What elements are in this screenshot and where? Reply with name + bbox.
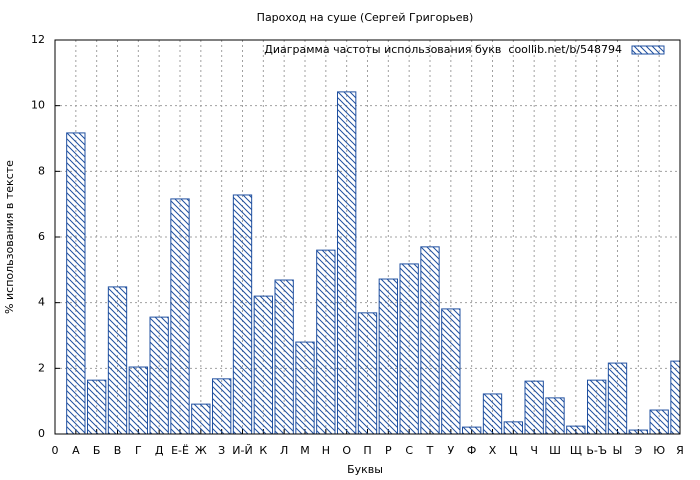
y-tick-label: 2 <box>38 361 45 374</box>
bar <box>295 341 315 434</box>
x-tick-label: В <box>114 444 122 457</box>
y-tick-label: 12 <box>31 33 45 46</box>
x-tick-label: С <box>405 444 413 457</box>
bar <box>232 194 253 434</box>
x-tick-label: З <box>218 444 225 457</box>
bar <box>441 308 461 434</box>
y-tick-label: 10 <box>31 99 45 112</box>
legend-swatch <box>631 45 665 55</box>
bar <box>649 409 669 434</box>
x-tick-label: Н <box>322 444 330 457</box>
x-tick-label: К <box>259 444 267 457</box>
x-tick-label: Ь-Ъ <box>586 444 607 457</box>
chart-title: Пароход на суше (Сергей Григорьев) <box>257 11 474 24</box>
y-tick-label: 4 <box>38 296 45 309</box>
bar <box>191 403 211 434</box>
x-tick-label: Ы <box>613 444 623 457</box>
bar <box>128 366 149 434</box>
bar <box>253 295 274 434</box>
x-tick-label: Ж <box>195 444 207 457</box>
x-tick-label: Ш <box>549 444 561 457</box>
legend-label: Диаграмма частоты использования букв coo… <box>264 43 622 56</box>
bar <box>420 246 440 434</box>
x-tick-label: А <box>72 444 80 457</box>
bar <box>482 393 503 434</box>
bar <box>399 263 419 434</box>
bar <box>107 286 128 434</box>
bar <box>316 249 336 434</box>
bar <box>545 397 565 434</box>
bar <box>337 91 357 434</box>
bar <box>66 132 86 434</box>
x-tick-label: 0 <box>52 444 59 457</box>
bar <box>587 379 607 434</box>
y-axis-label: % использования в тексте <box>3 160 16 314</box>
y-tick-label: 8 <box>38 164 45 177</box>
x-tick-label: О <box>342 444 351 457</box>
x-tick-label: И-Й <box>232 444 252 457</box>
x-axis-label: Буквы <box>347 463 383 476</box>
plot-border <box>54 39 681 435</box>
x-tick-label: М <box>300 444 310 457</box>
bar <box>462 426 482 434</box>
x-tick-label: Х <box>489 444 497 457</box>
bar <box>149 316 169 434</box>
x-tick-label: Ф <box>467 444 476 457</box>
x-tick-label: Ц <box>509 444 518 457</box>
bar <box>566 425 586 434</box>
bar <box>524 380 544 434</box>
bar <box>378 278 398 434</box>
x-tick-label: Ч <box>530 444 538 457</box>
x-tick-label: Ю <box>653 444 665 457</box>
x-tick-label: Д <box>155 444 164 457</box>
x-tick-label: Т <box>426 444 434 457</box>
bar <box>274 279 294 434</box>
x-tick-label: Э <box>634 444 642 457</box>
x-tick-label: Г <box>135 444 142 457</box>
plot-area <box>66 91 680 434</box>
bar <box>628 429 649 434</box>
y-tick-label: 6 <box>38 230 45 243</box>
x-tick-label: Я <box>676 444 684 457</box>
bar <box>503 421 523 434</box>
bar <box>212 378 232 434</box>
x-tick-label: Щ <box>570 444 582 457</box>
bar <box>607 362 628 434</box>
y-tick-label: 0 <box>38 427 45 440</box>
x-tick-label: Л <box>280 444 288 457</box>
bar <box>170 198 190 434</box>
bar <box>87 379 107 434</box>
x-tick-label: П <box>363 444 371 457</box>
x-tick-label: Р <box>385 444 392 457</box>
bar <box>357 312 378 434</box>
x-tick-label: Е-Ё <box>171 444 189 457</box>
x-tick-label: У <box>447 444 454 457</box>
x-tick-label: Б <box>93 444 101 457</box>
